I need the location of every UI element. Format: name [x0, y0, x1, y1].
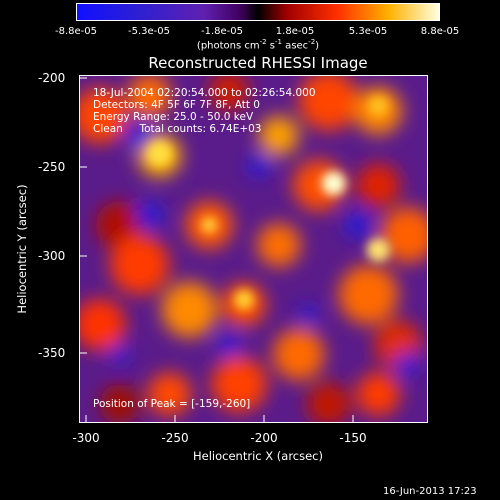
y-tick-label: -250 [38, 160, 66, 174]
intensity-blob [356, 372, 401, 417]
peak-blob [234, 289, 254, 310]
peak-blob [368, 95, 389, 116]
colorbar-tick: 8.8e-05 [420, 26, 460, 37]
x-tick-label: -300 [72, 431, 100, 445]
negative-blob [344, 211, 373, 240]
peak-blob [147, 141, 172, 166]
intensity-blob [298, 76, 359, 131]
colorbar-tick: 5.3e-05 [348, 26, 388, 37]
peak-blob [201, 217, 218, 234]
y-tick-label: -200 [38, 71, 66, 85]
intensity-blob [306, 382, 351, 422]
intensity-blob [256, 223, 301, 267]
reconstructed-image [79, 75, 428, 423]
negative-blob [125, 121, 154, 150]
x-tick-label: -150 [339, 431, 367, 445]
intensity-blob [380, 207, 427, 263]
intensity-blob [338, 264, 399, 325]
intensity-blob [80, 87, 128, 144]
colorbar-tick: 1.8e-05 [275, 26, 315, 37]
negative-blob [298, 304, 319, 325]
intensity-blob [109, 235, 170, 295]
colorbar-tick: -1.8e-05 [201, 26, 243, 37]
negative-blob [247, 153, 271, 178]
intensity-blob [211, 356, 267, 413]
negative-blob [396, 352, 421, 377]
x-tick-label: -200 [250, 431, 278, 445]
negative-blob [109, 344, 130, 365]
timestamp: 16-Jun-2013 17:23 [383, 486, 477, 497]
intensity-blob [99, 384, 140, 422]
annotation-time: 18-Jul-2004 02:20:54.000 to 02:26:54.000 [93, 87, 316, 99]
intensity-blob [80, 298, 126, 351]
annotation-detectors: Detectors: 4F 5F 6F 7F 8F, Att 0 [93, 99, 260, 111]
negative-blob [135, 201, 164, 230]
intensity-blob [272, 328, 325, 381]
intensity-blob [209, 76, 250, 111]
colorbar-tick: -5.3e-05 [128, 26, 170, 37]
annotation-algorithm: Clean Total counts: 6.74E+03 [93, 123, 262, 135]
intensity-blob [147, 372, 192, 417]
annotation-peak: Position of Peak = [-159,-260] [93, 398, 251, 410]
x-tick-label: -250 [161, 431, 189, 445]
peak-blob [321, 171, 346, 196]
image-title: Reconstructed RHESSI Image [148, 54, 368, 72]
annotation-energy: Energy Range: 25.0 - 50.0 keV [93, 111, 254, 123]
colorbar [76, 3, 440, 21]
colorbar-units: (photons cm-2 s-1 asec-2) [196, 38, 320, 52]
y-tick-label: -350 [38, 346, 66, 360]
peak-blob [366, 238, 391, 262]
intensity-blob [127, 76, 172, 118]
y-axis-label: Heliocentric Y (arcsec) [15, 184, 29, 314]
y-tick-label: -300 [38, 249, 66, 263]
x-axis-label: Heliocentric X (arcsec) [193, 449, 323, 463]
intensity-blob [161, 281, 218, 338]
intensity-blob [258, 115, 299, 156]
colorbar-tick: -8.8e-05 [55, 26, 97, 37]
negative-blob [217, 332, 242, 357]
intensity-blob [356, 163, 401, 208]
